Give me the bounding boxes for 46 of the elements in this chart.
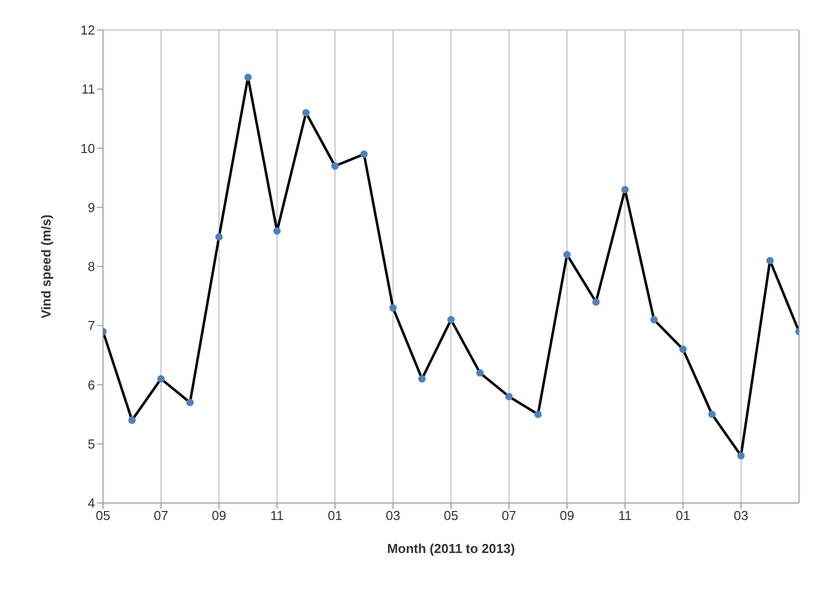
point bbox=[302, 109, 310, 116]
point bbox=[766, 256, 774, 264]
point bbox=[418, 375, 426, 383]
x-tick-label: 01 bbox=[328, 508, 342, 524]
point bbox=[157, 375, 165, 383]
y-tick-label: 11 bbox=[82, 82, 95, 97]
y-tick-label: 7 bbox=[88, 318, 95, 334]
point bbox=[708, 410, 716, 418]
x-tick-label: 03 bbox=[734, 508, 748, 524]
point bbox=[273, 227, 281, 235]
x-axis-title: Month (2011 to 2013) bbox=[387, 541, 515, 556]
y-tick-label: 5 bbox=[88, 436, 95, 452]
y-tick-label: 9 bbox=[88, 200, 95, 215]
point bbox=[505, 392, 513, 400]
y-tick-label: 6 bbox=[88, 377, 95, 392]
x-tick-label: 07 bbox=[154, 508, 168, 524]
y-tick-label: 12 bbox=[80, 22, 95, 38]
point bbox=[244, 74, 252, 81]
point bbox=[447, 316, 455, 324]
point bbox=[128, 416, 136, 424]
x-tick-label: 01 bbox=[676, 508, 690, 524]
point bbox=[360, 150, 368, 158]
point bbox=[737, 452, 745, 460]
x-tick-label: 07 bbox=[502, 508, 516, 524]
point bbox=[389, 304, 397, 312]
point bbox=[534, 410, 542, 418]
y-tick-label: 8 bbox=[88, 259, 95, 274]
point bbox=[331, 162, 339, 170]
point bbox=[650, 316, 658, 324]
x-tick-label: 09 bbox=[212, 508, 226, 524]
point bbox=[186, 398, 194, 406]
x-tick-label: 03 bbox=[386, 508, 400, 524]
point bbox=[592, 298, 600, 306]
x-tick-label: 11 bbox=[270, 508, 284, 524]
y-tick-label: 10 bbox=[80, 140, 95, 156]
point bbox=[563, 250, 571, 258]
x-tick-label: 05 bbox=[96, 508, 110, 524]
point bbox=[476, 369, 484, 377]
point bbox=[621, 186, 629, 194]
y-axis-title: Vind speed (m/s) bbox=[38, 214, 54, 318]
point bbox=[679, 346, 687, 353]
x-tick-label: 11 bbox=[618, 508, 632, 524]
x-tick-label: 09 bbox=[560, 508, 574, 524]
point bbox=[215, 233, 223, 241]
x-tick-label: 05 bbox=[444, 508, 458, 524]
y-tick-label: 4 bbox=[88, 496, 95, 511]
